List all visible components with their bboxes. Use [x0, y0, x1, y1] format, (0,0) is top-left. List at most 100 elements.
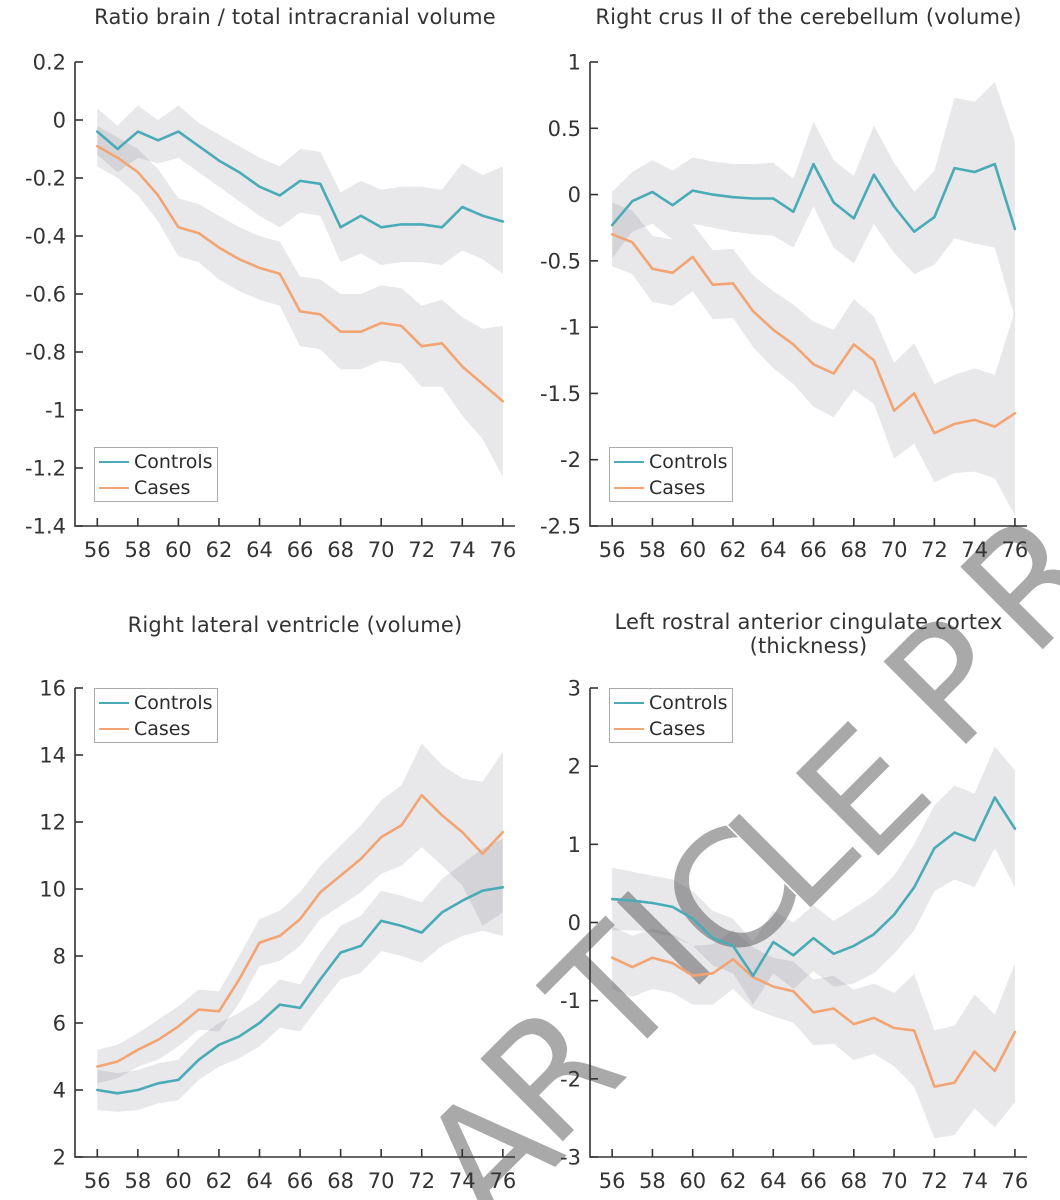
x-tick-label: 68	[327, 1169, 354, 1193]
y-tick-label: -1.5	[540, 382, 581, 406]
x-tick-label: 58	[124, 1169, 151, 1193]
legend-entry-cases: Cases	[614, 476, 732, 500]
chart-cell-brain-tiv-ratio: 0.2 0 -0.2 -0.4 -0.6 -0.8 -1 -1.2 -1.4 56 58 60 62 64…	[0, 0, 530, 600]
legend-entry-cases: Cases	[99, 717, 217, 741]
x-tick-label: 68	[840, 1169, 867, 1193]
y-tick-label: 6	[53, 1012, 66, 1036]
cases-line-swatch	[614, 727, 644, 730]
y-tick-label: -2	[560, 448, 581, 472]
cases-confidence-band	[612, 926, 1015, 1139]
y-tick-label: 0	[568, 911, 581, 935]
x-tick-label: 72	[921, 538, 948, 562]
chart-title: Right crus II of the cerebellum (volume)	[595, 5, 1022, 29]
x-tick-label: 72	[921, 1169, 948, 1193]
legend-label-controls: Controls	[134, 450, 213, 473]
y-tick-label: -0.4	[25, 225, 66, 249]
chart-title-block: Ratio brain / total intracranial volume	[75, 5, 515, 29]
x-tick-label: 74	[961, 538, 988, 562]
legend-label-controls: Controls	[134, 691, 213, 714]
x-tick-label: 64	[760, 538, 787, 562]
x-tick-label: 58	[639, 1169, 666, 1193]
chart-title-block: Right crus II of the cerebellum (volume)	[590, 5, 1027, 29]
cases-confidence-band	[97, 743, 503, 1084]
x-tick-label: 60	[679, 1169, 706, 1193]
controls-line-swatch	[614, 460, 644, 463]
x-tick-label: 56	[84, 538, 111, 562]
legend: Controls Cases	[609, 688, 733, 743]
y-tick-label: 0.5	[548, 117, 581, 141]
y-tick-label: -1	[560, 316, 581, 340]
chart-cell-right-crus-ii: 1 0.5 0 -0.5 -1 -1.5 -2 -2.5 56 58 60 62 64 66 68 70 72 7…	[530, 0, 1060, 600]
legend-entry-cases: Cases	[614, 717, 732, 741]
y-tick-label: 1	[568, 51, 581, 75]
legend-entry-controls: Controls	[99, 450, 217, 474]
y-tick-label: -1	[45, 399, 66, 423]
x-tick-label: 58	[124, 538, 151, 562]
x-tick-label: 72	[408, 1169, 435, 1193]
x-tick-label: 64	[246, 538, 273, 562]
legend-label-cases: Cases	[649, 717, 706, 740]
cases-line	[96, 144, 505, 403]
x-tick-label: 66	[800, 538, 827, 562]
x-tick-label: 62	[720, 538, 747, 562]
x-tick-label: 64	[760, 1169, 787, 1193]
x-tick-label: 68	[840, 538, 867, 562]
cases-line	[96, 793, 505, 1068]
x-tick-label: 72	[408, 538, 435, 562]
y-tick-label: 2	[568, 755, 581, 779]
y-tick-label: 2	[53, 1146, 66, 1170]
cases-confidence-band	[612, 202, 1015, 516]
controls-line-swatch	[99, 460, 129, 463]
y-tick-label: 12	[39, 811, 66, 835]
x-tick-label: 60	[679, 538, 706, 562]
legend-entry-controls: Controls	[614, 450, 732, 474]
y-tick-label: 0.2	[33, 51, 66, 75]
controls-confidence-band	[97, 838, 503, 1112]
controls-confidence-band	[612, 746, 1015, 1005]
y-tick-label: -0.5	[540, 249, 581, 273]
legend-entry-controls: Controls	[614, 691, 732, 715]
x-tick-label: 68	[327, 538, 354, 562]
cases-line	[610, 233, 1017, 435]
y-tick-label: 0	[53, 109, 66, 133]
legend-label-cases: Cases	[649, 476, 706, 499]
chart-cell-right-lateral-ventricle: 16 14 12 10 8 6 4 2 56 58 60 62 64 66 68 70 72 74 76 Right…	[0, 600, 530, 1200]
controls-line	[96, 130, 505, 229]
controls-line-swatch	[614, 701, 644, 704]
y-tick-label: -2	[560, 1067, 581, 1091]
cases-line	[610, 956, 1017, 1088]
y-tick-label: -1.4	[25, 515, 66, 539]
legend: Controls Cases	[94, 447, 218, 502]
x-tick-label: 62	[720, 1169, 747, 1193]
y-tick-label: 16	[39, 677, 66, 701]
y-tick-label: -1	[560, 989, 581, 1013]
legend-label-cases: Cases	[134, 717, 191, 740]
chart-title: Left rostral anterior cingulate cortex	[614, 610, 1003, 634]
y-tick-label: 1	[568, 833, 581, 857]
chart-cell-left-racc-thickness: 3 2 1 0 -1 -2 -3 56 58 60 62 64 66 68 70 72 74 76 Left ro…	[530, 600, 1060, 1200]
controls-line-swatch	[99, 701, 129, 704]
x-tick-label: 76	[489, 538, 516, 562]
x-tick-label: 74	[449, 1169, 476, 1193]
x-tick-label: 76	[1002, 1169, 1029, 1193]
chart-left-racc-thickness: 3 2 1 0 -1 -2 -3 56 58 60 62 64 66 68 70 72 74 76	[560, 677, 1029, 1194]
chart-title: Right lateral ventricle (volume)	[127, 613, 463, 637]
legend-label-controls: Controls	[649, 691, 728, 714]
chart-right-crus-ii: 1 0.5 0 -0.5 -1 -1.5 -2 -2.5 56 58 60 62 64 66 68 70 72 7…	[540, 51, 1029, 563]
x-tick-label: 66	[800, 1169, 827, 1193]
y-tick-label: -2.5	[540, 515, 581, 539]
x-tick-label: 62	[206, 1169, 233, 1193]
x-tick-label: 74	[961, 1169, 988, 1193]
x-tick-label: 64	[246, 1169, 273, 1193]
x-tick-label: 70	[881, 538, 908, 562]
x-tick-label: 76	[1002, 538, 1029, 562]
chart-title: Ratio brain / total intracranial volume	[94, 5, 496, 29]
x-tick-label: 76	[489, 1169, 516, 1193]
y-tick-label: 0	[568, 183, 581, 207]
controls-line	[610, 796, 1017, 978]
chart-title-block: Right lateral ventricle (volume)	[75, 613, 515, 637]
y-tick-label: -0.8	[25, 341, 66, 365]
